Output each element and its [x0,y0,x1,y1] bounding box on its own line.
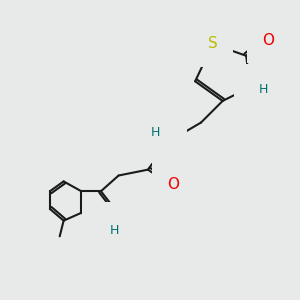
Text: S: S [208,37,218,52]
Text: H: H [259,82,268,96]
Text: N: N [160,133,171,148]
Text: H: H [110,224,119,237]
Text: O: O [262,33,274,48]
Text: H: H [151,126,160,139]
Text: O: O [168,177,180,192]
Text: N: N [249,80,261,95]
Text: N: N [97,217,109,232]
